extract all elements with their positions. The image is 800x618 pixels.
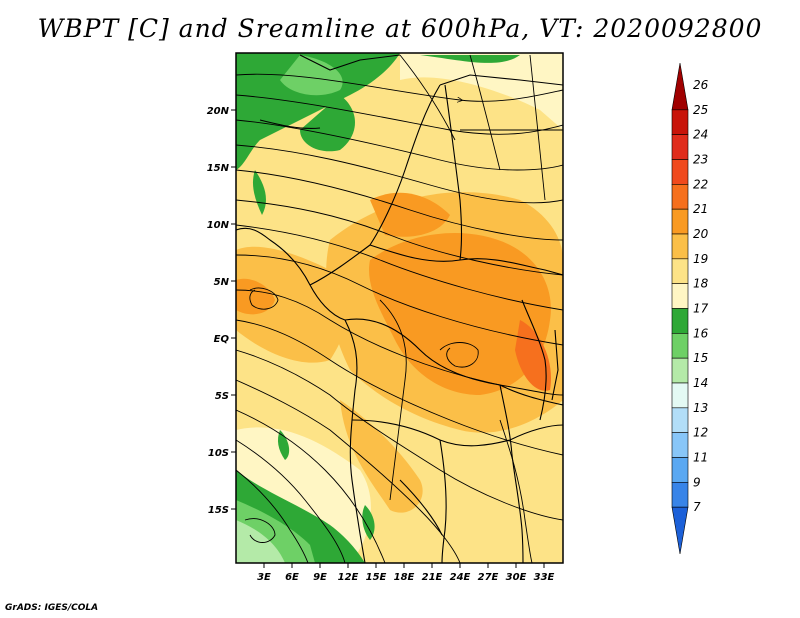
- colorbar-label: 7: [693, 500, 701, 514]
- colorbar-label: 16: [693, 326, 709, 340]
- colorbar-label: 21: [693, 202, 708, 216]
- colorbar-label: 15: [693, 351, 708, 365]
- colorbar-swatch: [671, 357, 689, 384]
- colorbar-label: 24: [693, 128, 708, 142]
- colorbar-swatch: [671, 457, 689, 483]
- colorbar-swatch: [671, 208, 689, 235]
- colorbar-swatch: [671, 258, 689, 284]
- colorbar-swatch: [671, 407, 689, 433]
- colorbar-label: 19: [693, 252, 708, 266]
- colorbar-swatch: [671, 109, 689, 135]
- longitude-axis: 3E 6E 9E 12E 15E 18E 21E 24E 27E 30E 33E: [257, 563, 555, 583]
- colorbar-swatch: [671, 506, 689, 555]
- lon-label: 33E: [534, 572, 555, 583]
- grads-credit: GrADS: IGES/COLA: [5, 603, 99, 613]
- lon-label: 24E: [450, 572, 471, 583]
- colorbar-label: 17: [693, 302, 709, 316]
- lon-label: 27E: [478, 572, 499, 583]
- colorbar-swatch: [671, 134, 689, 160]
- colorbar-label: 22: [693, 177, 708, 191]
- colorbar-swatch: [671, 432, 689, 458]
- wbpt-field: [236, 53, 563, 563]
- lat-label: EQ: [214, 334, 230, 345]
- lon-label: 21E: [422, 572, 443, 583]
- latitude-axis: 20N 15N 10N 5N EQ 5S 10S 15S: [207, 106, 236, 516]
- lon-label: 6E: [285, 572, 299, 583]
- streamlines: [236, 54, 563, 563]
- colorbar-swatch: [671, 333, 689, 359]
- colorbar-swatch: [671, 233, 689, 260]
- lon-label: 30E: [506, 572, 527, 583]
- map-title: WBPT [C] and Sreamline at 600hPa, VT: 20…: [37, 14, 763, 43]
- colorbar-label: 26: [693, 78, 709, 92]
- lon-label: 9E: [313, 572, 327, 583]
- colorbar: 26 25 24 23 22 21 20 19 18 17 16 15 14 13 12 11 9 7: [671, 62, 709, 555]
- colorbar-label: 14: [693, 376, 708, 390]
- lat-label: 15S: [208, 505, 229, 516]
- lon-label: 3E: [257, 572, 271, 583]
- lon-label: 18E: [394, 572, 415, 583]
- country-borders: [236, 54, 563, 563]
- colorbar-swatch: [671, 184, 689, 210]
- colorbar-swatch: [671, 382, 689, 409]
- lat-label: 5N: [214, 277, 230, 288]
- lat-label: 15N: [207, 163, 230, 174]
- colorbar-label: 9: [693, 475, 701, 489]
- colorbar-label: 25: [693, 103, 708, 117]
- map-frame: [235, 52, 564, 564]
- colorbar-swatch: [671, 62, 689, 111]
- lon-label: 15E: [366, 572, 387, 583]
- colorbar-label: 18: [693, 277, 709, 291]
- colorbar-swatch: [671, 283, 689, 309]
- colorbar-label: 12: [693, 426, 708, 440]
- lat-label: 5S: [215, 391, 229, 402]
- lat-label: 20N: [207, 106, 230, 117]
- colorbar-swatch: [671, 482, 689, 508]
- colorbar-swatch: [671, 159, 689, 185]
- lat-label: 10S: [208, 448, 229, 459]
- colorbar-swatch: [671, 308, 689, 334]
- colorbar-label: 23: [693, 153, 708, 167]
- lat-label: 10N: [207, 220, 230, 231]
- colorbar-label: 13: [693, 401, 708, 415]
- colorbar-label: 11: [693, 451, 708, 465]
- lon-label: 12E: [338, 572, 359, 583]
- colorbar-label: 20: [693, 227, 709, 241]
